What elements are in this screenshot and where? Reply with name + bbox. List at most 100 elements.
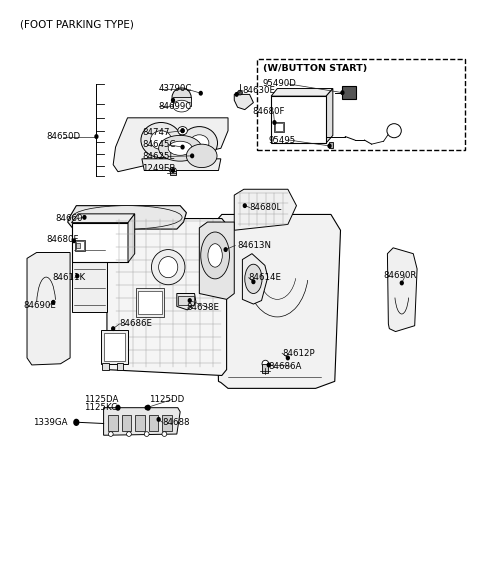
- Bar: [162, 415, 171, 431]
- Polygon shape: [234, 189, 297, 230]
- Bar: [328, 143, 333, 149]
- Ellipse shape: [127, 431, 132, 436]
- Circle shape: [83, 215, 86, 219]
- Ellipse shape: [245, 264, 262, 294]
- Polygon shape: [215, 214, 340, 389]
- Bar: [117, 363, 123, 370]
- Text: 84611K: 84611K: [52, 273, 85, 282]
- Bar: [101, 330, 128, 364]
- Circle shape: [74, 419, 79, 425]
- Bar: [136, 288, 164, 317]
- Circle shape: [112, 327, 115, 330]
- Text: 84680F: 84680F: [252, 107, 285, 116]
- Ellipse shape: [173, 100, 190, 112]
- Text: 1125DD: 1125DD: [149, 395, 184, 404]
- Polygon shape: [326, 89, 333, 143]
- Text: 95490D: 95490D: [263, 79, 297, 89]
- Text: 84680L: 84680L: [250, 203, 282, 212]
- Text: 84614E: 84614E: [249, 273, 282, 282]
- Ellipse shape: [168, 141, 192, 156]
- Circle shape: [145, 406, 148, 410]
- Ellipse shape: [151, 131, 171, 150]
- Ellipse shape: [201, 232, 229, 279]
- Polygon shape: [72, 241, 107, 312]
- Text: (FOOT PARKING TYPE): (FOOT PARKING TYPE): [20, 19, 134, 29]
- Polygon shape: [68, 205, 186, 229]
- Polygon shape: [72, 214, 135, 222]
- Circle shape: [267, 363, 270, 367]
- Circle shape: [400, 281, 403, 285]
- Bar: [76, 243, 80, 248]
- Polygon shape: [27, 252, 70, 365]
- Bar: [275, 122, 284, 133]
- Polygon shape: [234, 95, 253, 110]
- Bar: [276, 123, 283, 131]
- Text: 84699C: 84699C: [158, 102, 192, 110]
- Text: 84638E: 84638E: [186, 303, 219, 312]
- Ellipse shape: [387, 124, 401, 138]
- Text: 84630E: 84630E: [242, 86, 276, 95]
- Text: 84686E: 84686E: [120, 319, 152, 329]
- Bar: [170, 170, 176, 175]
- Circle shape: [116, 406, 120, 410]
- Bar: [220, 223, 225, 247]
- Polygon shape: [242, 254, 268, 304]
- Ellipse shape: [162, 431, 167, 436]
- Ellipse shape: [178, 127, 187, 135]
- Circle shape: [171, 99, 174, 102]
- Text: 95495: 95495: [269, 136, 296, 144]
- Ellipse shape: [158, 257, 178, 278]
- Bar: [122, 415, 132, 431]
- Polygon shape: [387, 248, 417, 332]
- Polygon shape: [177, 294, 196, 310]
- Circle shape: [191, 154, 193, 158]
- Circle shape: [188, 299, 191, 302]
- Circle shape: [76, 274, 79, 278]
- Polygon shape: [104, 408, 180, 435]
- Circle shape: [95, 135, 98, 139]
- Bar: [75, 239, 85, 251]
- Bar: [173, 97, 191, 106]
- Ellipse shape: [152, 249, 185, 285]
- Bar: [271, 96, 326, 143]
- Circle shape: [252, 280, 255, 284]
- Bar: [72, 222, 128, 262]
- Ellipse shape: [172, 88, 191, 107]
- Ellipse shape: [158, 136, 202, 161]
- Text: 1249EB: 1249EB: [142, 164, 175, 173]
- Circle shape: [181, 129, 184, 133]
- Text: 1339GA: 1339GA: [33, 418, 68, 427]
- Polygon shape: [271, 89, 333, 96]
- Bar: [257, 59, 465, 150]
- Bar: [135, 415, 145, 431]
- Circle shape: [273, 121, 276, 124]
- Bar: [178, 296, 193, 305]
- Text: 1125DA: 1125DA: [84, 395, 119, 404]
- Ellipse shape: [181, 127, 217, 160]
- Bar: [76, 241, 84, 249]
- Circle shape: [157, 417, 160, 421]
- Text: 84688: 84688: [162, 418, 190, 427]
- Polygon shape: [199, 222, 234, 299]
- Text: 84645C: 84645C: [142, 140, 175, 149]
- Text: 1125KC: 1125KC: [84, 403, 118, 412]
- Polygon shape: [142, 159, 221, 170]
- Text: 84690E: 84690E: [24, 301, 57, 310]
- Circle shape: [72, 239, 75, 242]
- Ellipse shape: [186, 144, 217, 168]
- Ellipse shape: [169, 168, 176, 173]
- Bar: [342, 86, 356, 99]
- Bar: [102, 363, 109, 370]
- Circle shape: [287, 356, 289, 360]
- Circle shape: [328, 144, 331, 148]
- Circle shape: [341, 91, 344, 95]
- Bar: [149, 415, 158, 431]
- Polygon shape: [128, 214, 135, 262]
- Text: 84612P: 84612P: [282, 349, 315, 357]
- Ellipse shape: [262, 360, 269, 367]
- Bar: [108, 415, 118, 431]
- Circle shape: [146, 406, 150, 410]
- Ellipse shape: [190, 135, 209, 151]
- Circle shape: [224, 248, 227, 251]
- Text: 43790C: 43790C: [158, 84, 192, 93]
